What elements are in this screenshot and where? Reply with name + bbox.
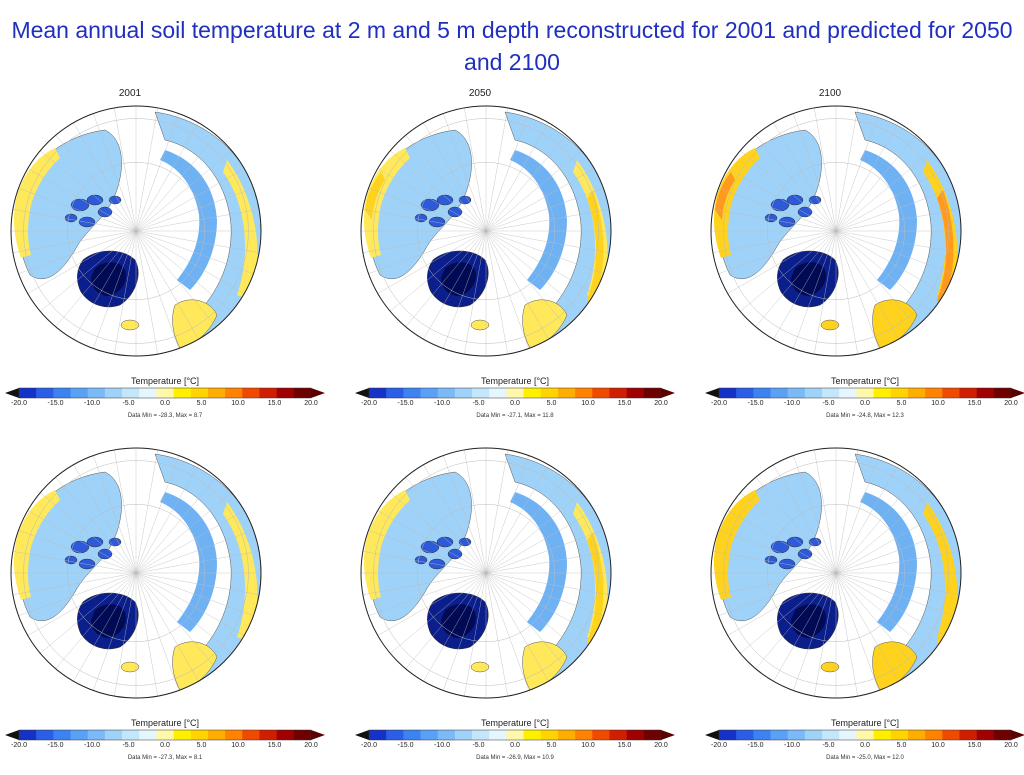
colorbar-tick-label: -20.0 [11,742,27,749]
map-panel-2m-2050: 2050 Temperature [°C] -20.0 -15.0 -10.0 -5.0 0… [355,88,695,433]
colorbar-tick-label: 0.0 [860,400,870,407]
colorbar-tick-label: -10.0 [84,400,100,407]
colorbar-tick-label: -10.0 [84,742,100,749]
map-panel-5m-2100: Temperature [°C] -20.0 -15.0 -10.0 -5.0 0.0 5.… [705,430,1024,775]
colorbar-title: Temperature [°C] [480,376,550,386]
colorbar-tick-label: 10.0 [231,742,245,749]
colorbar-tick-label: 20.0 [654,400,668,407]
polar-stereographic-map [710,105,962,357]
colorbar-tick-label: -5.0 [822,742,835,749]
colorbar-tick-label: 5.0 [896,400,907,407]
colorbar-tick-label: 10.0 [231,400,245,407]
colorbar [355,729,675,741]
colorbar-tick-label: -10.0 [784,400,800,407]
colorbar-ticks: -20.0 -15.0 -10.0 -5.0 0.0 5.0 10.0 15.0 20.0 [705,400,1024,410]
colorbar-tick-label: 5.0 [196,742,207,749]
colorbar [5,387,325,399]
map-panel-2m-2100: 2100 Temperature [°C] -20.0 -15.0 -10.0 -5.0 0… [705,88,1024,433]
colorbar [705,387,1024,399]
colorbar-tick-label: 20.0 [654,742,668,749]
map-panel-5m-2001: Temperature [°C] -20.0 -15.0 -10.0 -5.0 0.0 5.… [5,430,345,775]
colorbar-tick-label: 0.0 [510,742,520,749]
data-range-text: Data Min = -27.3, Max = 8.1 [127,755,203,761]
colorbar-tick-label: 5.0 [896,742,907,749]
colorbar-tick-label: -5.0 [822,400,835,407]
polar-stereographic-map [710,447,962,699]
colorbar-tick-label: -10.0 [434,400,450,407]
colorbar-title: Temperature [°C] [480,718,550,728]
colorbar-tick-label: 0.0 [510,400,520,407]
colorbar-tick-label: -20.0 [711,400,727,407]
colorbar-tick-label: 5.0 [546,400,557,407]
colorbar-tick-label: 15.0 [967,400,982,407]
data-range-text: Data Min = -27.1, Max = 11.8 [476,413,554,419]
colorbar-tick-label: -20.0 [11,400,27,407]
colorbar-ticks: -20.0 -15.0 -10.0 -5.0 0.0 5.0 10.0 15.0 20.0 [355,742,675,752]
colorbar-ticks: -20.0 -15.0 -10.0 -5.0 0.0 5.0 10.0 15.0 20.0 [5,742,325,752]
colorbar [5,729,325,741]
panel-year-label: 2001 [118,88,142,99]
colorbar-tick-label: -15.0 [747,742,764,749]
polar-stereographic-map [10,105,262,357]
colorbar-tick-label: -10.0 [434,742,450,749]
panel-year-label: 2050 [468,88,492,99]
data-range-text: Data Min = -25.0, Max = 12.0 [826,755,904,761]
colorbar-tick-label: -20.0 [711,742,727,749]
colorbar-tick-label: -5.0 [472,742,485,749]
colorbar-tick-label: 10.0 [581,400,595,407]
colorbar-tick-label: 0.0 [160,742,170,749]
polar-stereographic-map [360,105,612,357]
colorbar-tick-label: -20.0 [361,400,377,407]
colorbar-tick-label: -5.0 [122,400,135,407]
colorbar-ticks: -20.0 -15.0 -10.0 -5.0 0.0 5.0 10.0 15.0 20.0 [705,742,1024,752]
colorbar-tick-label: 20.0 [1004,742,1018,749]
colorbar-tick-label: -15.0 [47,742,64,749]
colorbar-title: Temperature [°C] [830,376,900,386]
colorbar-tick-label: -15.0 [397,742,414,749]
colorbar [705,729,1024,741]
polar-stereographic-map [10,447,262,699]
colorbar-tick-label: 10.0 [931,400,945,407]
colorbar-tick-label: 0.0 [160,400,170,407]
colorbar-title: Temperature [°C] [830,718,900,728]
colorbar-ticks: -20.0 -15.0 -10.0 -5.0 0.0 5.0 10.0 15.0 20.0 [355,400,675,410]
colorbar-tick-label: -20.0 [361,742,377,749]
colorbar-tick-label: 15.0 [617,742,632,749]
colorbar-tick-label: 5.0 [546,742,557,749]
colorbar-tick-label: 15.0 [967,742,982,749]
colorbar-tick-label: -15.0 [397,400,414,407]
colorbar-tick-label: 10.0 [581,742,595,749]
colorbar-tick-label: -5.0 [472,400,485,407]
colorbar-tick-label: 20.0 [304,400,318,407]
colorbar-tick-label: 15.0 [267,400,282,407]
colorbar-tick-label: 20.0 [304,742,318,749]
colorbar-tick-label: -10.0 [784,742,800,749]
colorbar-title: Temperature [°C] [130,376,200,386]
data-range-text: Data Min = -28.3, Max = 8.7 [127,413,203,419]
data-range-text: Data Min = -24.8, Max = 12.3 [826,413,904,419]
colorbar-tick-label: -5.0 [122,742,135,749]
polar-stereographic-map [360,447,612,699]
map-panel-5m-2050: Temperature [°C] -20.0 -15.0 -10.0 -5.0 0.0 5.… [355,430,695,775]
panel-year-label: 2100 [818,88,842,99]
colorbar-tick-label: 20.0 [1004,400,1018,407]
colorbar-tick-label: -15.0 [747,400,764,407]
colorbar-ticks: -20.0 -15.0 -10.0 -5.0 0.0 5.0 10.0 15.0 20.0 [5,400,325,410]
colorbar-tick-label: 5.0 [196,400,207,407]
colorbar [355,387,675,399]
colorbar-title: Temperature [°C] [130,718,200,728]
colorbar-tick-label: 10.0 [931,742,945,749]
slide-title: Mean annual soil temperature at 2 m and … [11,17,1013,75]
colorbar-tick-label: 0.0 [860,742,870,749]
map-panel-2m-2001: 2001 Temperature [°C] -20.0 -15.0 -10.0 -5.0 0… [5,88,345,433]
colorbar-tick-label: 15.0 [267,742,282,749]
data-range-text: Data Min = -26.9, Max = 10.9 [476,755,554,761]
colorbar-tick-label: -15.0 [47,400,64,407]
colorbar-tick-label: 15.0 [617,400,632,407]
